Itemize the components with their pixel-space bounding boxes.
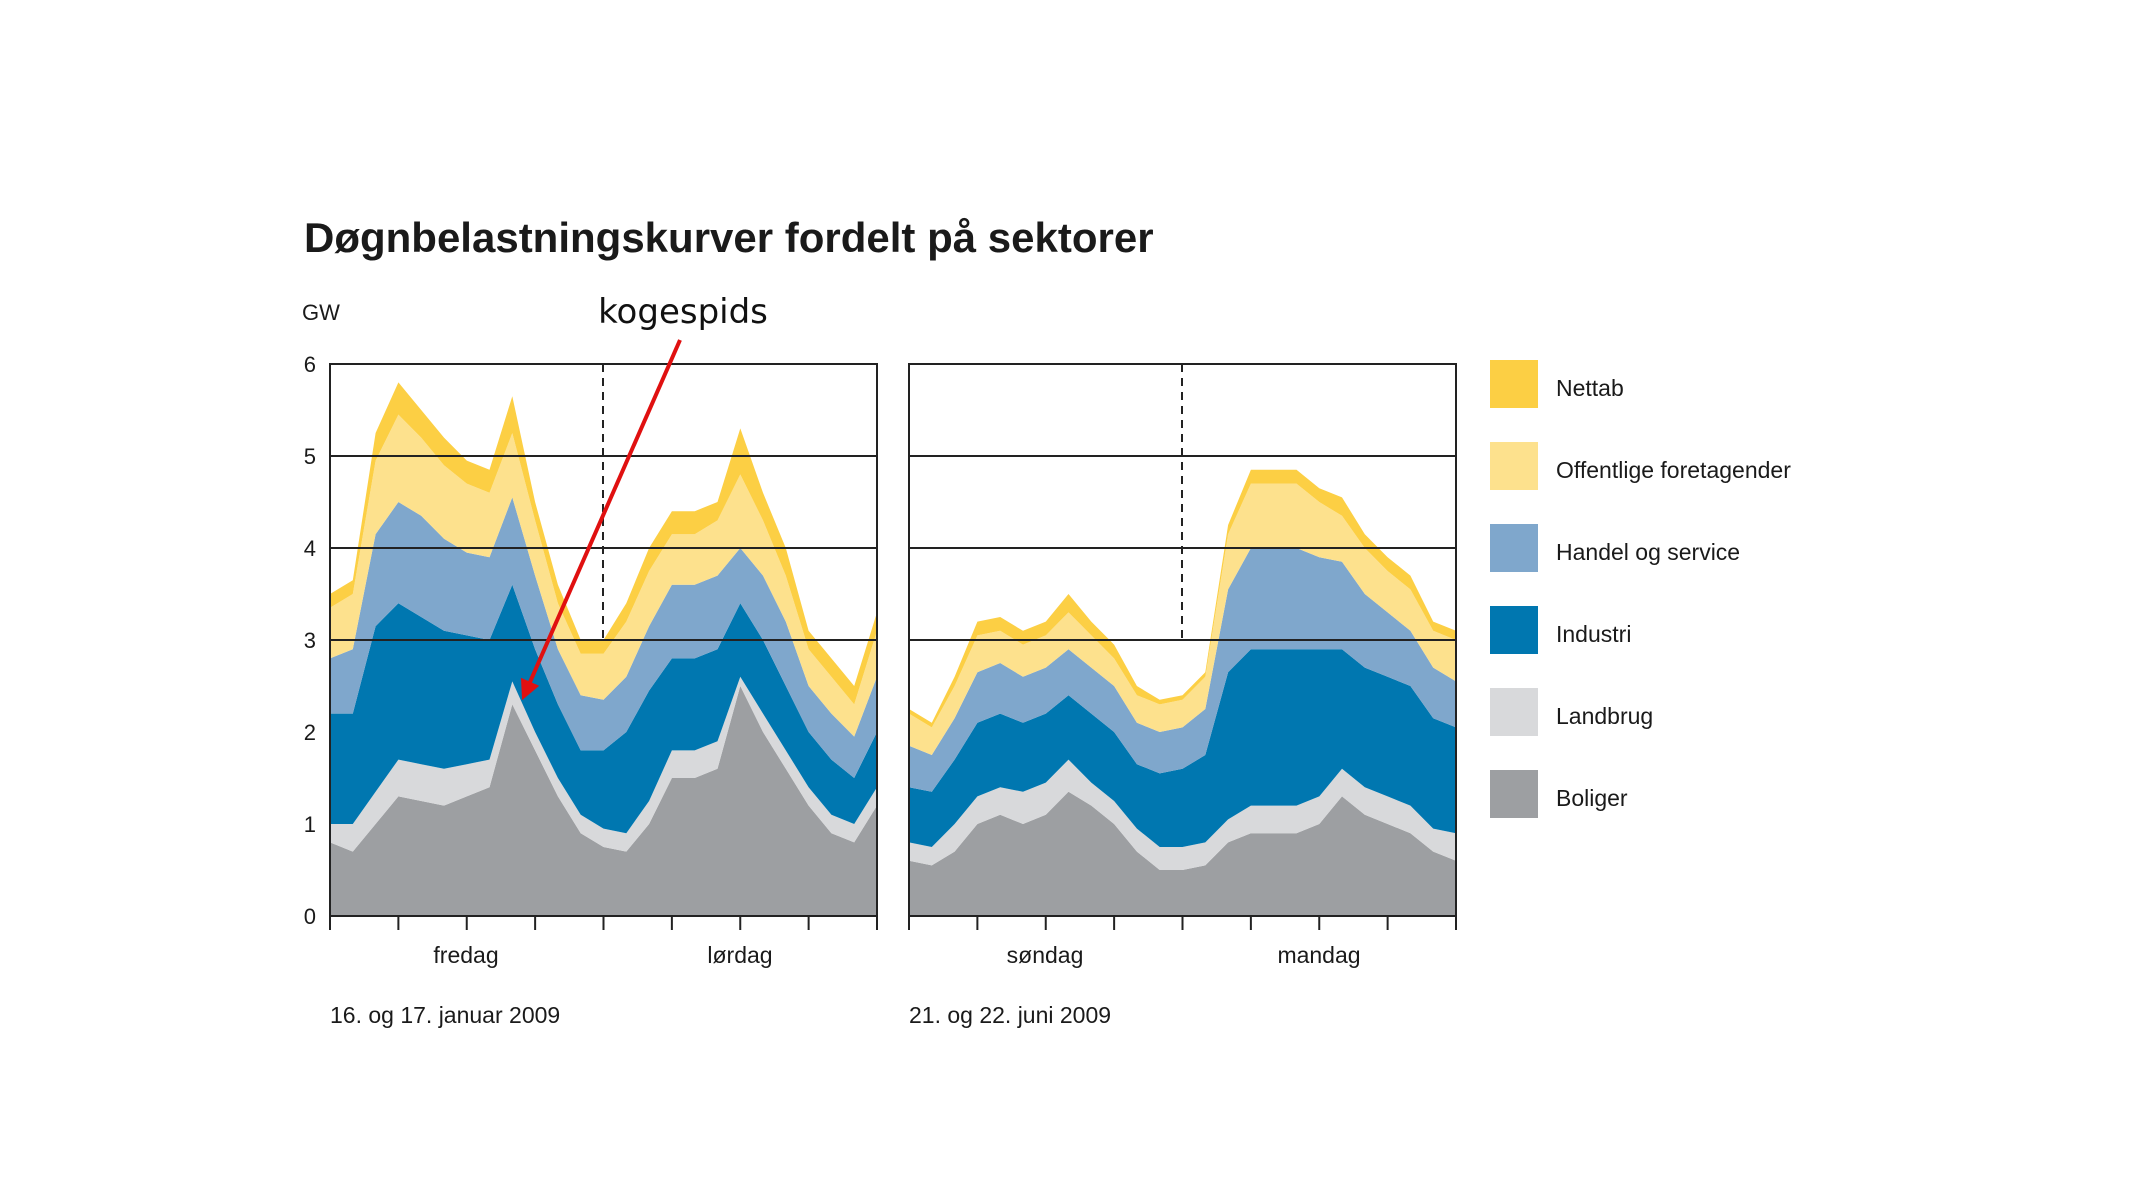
y-tick-label: 4 <box>304 536 316 561</box>
y-axis-label: GW <box>302 300 340 325</box>
y-tick-label: 1 <box>304 812 316 837</box>
legend-swatch-offentlige <box>1490 442 1538 490</box>
area-boliger <box>909 791 1456 916</box>
area-handel <box>330 497 877 778</box>
area-nettab <box>330 382 877 705</box>
panel-january: fredag lørdag 16. og 17. januar 2009 <box>329 363 878 1028</box>
y-tick-label: 3 <box>304 628 316 653</box>
legend-label-landbrug: Landbrug <box>1556 703 1653 729</box>
chart-title: Døgnbelastningskurver fordelt på sektore… <box>304 214 1154 261</box>
area-offentlige <box>330 414 877 737</box>
day-label-sondag: søndag <box>1007 942 1084 968</box>
date-label-june: 21. og 22. juni 2009 <box>909 1002 1111 1028</box>
legend-swatch-industri <box>1490 606 1538 654</box>
area-handel <box>909 548 1456 792</box>
legend-label-handel: Handel og service <box>1556 539 1740 565</box>
panel-june: søndag mandag 21. og 22. juni 2009 <box>908 363 1457 1028</box>
y-tick-label: 5 <box>304 444 316 469</box>
y-tick-labels: 0 1 2 3 4 5 6 <box>304 352 316 929</box>
y-tick-label: 0 <box>304 904 316 929</box>
day-label-fredag: fredag <box>433 942 498 968</box>
legend-swatch-landbrug <box>1490 688 1538 736</box>
area-offentlige <box>909 483 1456 755</box>
day-label-mandag: mandag <box>1277 942 1360 968</box>
legend-label-boliger: Boliger <box>1556 785 1628 811</box>
kogespids-annotation: kogespids <box>598 292 768 332</box>
legend-label-industri: Industri <box>1556 621 1631 647</box>
legend-swatch-boliger <box>1490 770 1538 818</box>
y-tick-label: 6 <box>304 352 316 377</box>
legend-swatch-nettab <box>1490 360 1538 408</box>
annotation-arrow <box>520 339 682 701</box>
legend: Nettab Offentlige foretagender Handel og s… <box>1490 360 1791 818</box>
legend-label-offentlige: Offentlige foretagender <box>1556 457 1791 483</box>
legend-label-nettab: Nettab <box>1556 375 1624 401</box>
area-boliger <box>330 686 877 916</box>
day-label-lordag: lørdag <box>707 942 772 968</box>
area-industri <box>909 649 1456 847</box>
legend-swatch-handel <box>1490 524 1538 572</box>
area-landbrug <box>909 759 1456 870</box>
area-industri <box>330 584 877 834</box>
date-label-january: 16. og 17. januar 2009 <box>330 1002 560 1028</box>
y-tick-label: 2 <box>304 720 316 745</box>
